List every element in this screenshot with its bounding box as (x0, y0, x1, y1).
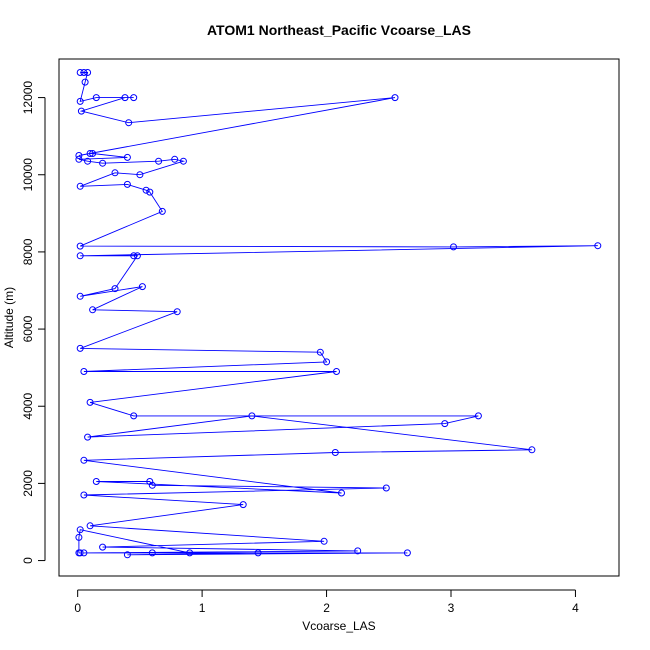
y-tick-label: 6000 (21, 315, 35, 342)
data-point (123, 153, 131, 161)
data-point (86, 522, 94, 530)
chart-title: ATOM1 Northeast_Pacific Vcoarse_LAS (207, 22, 471, 38)
data-point (76, 242, 84, 250)
data-point (92, 478, 100, 485)
y-axis: 0 2000 4000 6000 8000 10000 12000 (21, 81, 46, 564)
data-series (75, 69, 602, 559)
data-point (450, 243, 457, 251)
series-line (78, 72, 598, 556)
data-point (80, 491, 88, 499)
data-point (594, 242, 602, 250)
x-tick-label: 2 (323, 601, 330, 615)
y-tick-label: 2000 (21, 470, 35, 497)
data-point (76, 526, 84, 534)
data-point (125, 119, 133, 127)
data-point (111, 285, 119, 293)
y-tick-label: 0 (21, 557, 35, 564)
data-point (76, 182, 84, 190)
data-point (75, 152, 83, 159)
data-point (338, 489, 345, 497)
data-point (76, 97, 84, 105)
y-tick-label: 10000 (21, 158, 35, 192)
data-point (75, 155, 83, 163)
data-point (76, 344, 84, 352)
data-point (171, 155, 179, 163)
data-point (528, 446, 536, 454)
data-point (76, 69, 84, 76)
x-tick-label: 1 (199, 601, 206, 615)
x-axis: 0 1 2 3 4 (74, 589, 579, 615)
y-tick-label: 12000 (21, 81, 35, 115)
data-point (136, 171, 144, 179)
data-point (99, 159, 107, 167)
data-point (146, 188, 154, 196)
data-point (138, 283, 146, 291)
data-point (316, 348, 324, 356)
data-point (441, 420, 449, 428)
data-point (89, 150, 97, 157)
x-axis-label: Vcoarse_LAS (302, 619, 375, 633)
data-point (76, 292, 84, 300)
data-point (173, 308, 181, 316)
data-point (130, 252, 138, 260)
y-tick-label: 8000 (21, 238, 35, 265)
data-point (111, 169, 119, 177)
y-axis-label: Altitude (m) (2, 287, 16, 348)
data-point (474, 412, 482, 420)
data-point (130, 94, 138, 102)
y-tick-label: 4000 (21, 393, 35, 420)
data-point (86, 150, 94, 157)
data-point (99, 543, 107, 551)
data-point (80, 549, 88, 557)
data-point (320, 537, 328, 545)
data-point (84, 69, 92, 76)
data-point (158, 207, 166, 215)
data-point (186, 549, 194, 557)
plot-area-frame (58, 58, 620, 577)
data-point (333, 368, 340, 375)
data-point (80, 69, 88, 76)
data-point (148, 481, 156, 489)
data-point (142, 186, 150, 194)
data-point (76, 549, 84, 557)
data-point (148, 549, 156, 557)
data-point (75, 533, 83, 541)
data-point (84, 433, 92, 441)
data-point (254, 549, 262, 557)
data-point (84, 157, 92, 165)
data-point (77, 107, 85, 115)
data-point (239, 501, 247, 509)
data-point (80, 456, 88, 464)
data-point (354, 547, 362, 555)
data-point (130, 412, 138, 420)
data-point (92, 94, 100, 102)
data-point (81, 78, 89, 86)
data-point (123, 180, 131, 188)
data-point (76, 252, 84, 260)
data-point (403, 549, 411, 557)
data-point (133, 252, 141, 260)
data-point (89, 306, 97, 314)
data-point (121, 94, 129, 102)
x-tick-label: 3 (448, 601, 455, 615)
data-point (248, 412, 256, 420)
data-point (86, 398, 94, 406)
data-point (155, 157, 163, 165)
x-tick-label: 4 (572, 601, 579, 615)
data-point (382, 484, 390, 492)
data-point (179, 157, 187, 165)
data-point (331, 449, 339, 456)
data-point (323, 358, 331, 366)
data-point (80, 368, 88, 375)
data-point (391, 94, 399, 102)
x-tick-label: 0 (74, 601, 81, 615)
data-point (123, 551, 131, 559)
